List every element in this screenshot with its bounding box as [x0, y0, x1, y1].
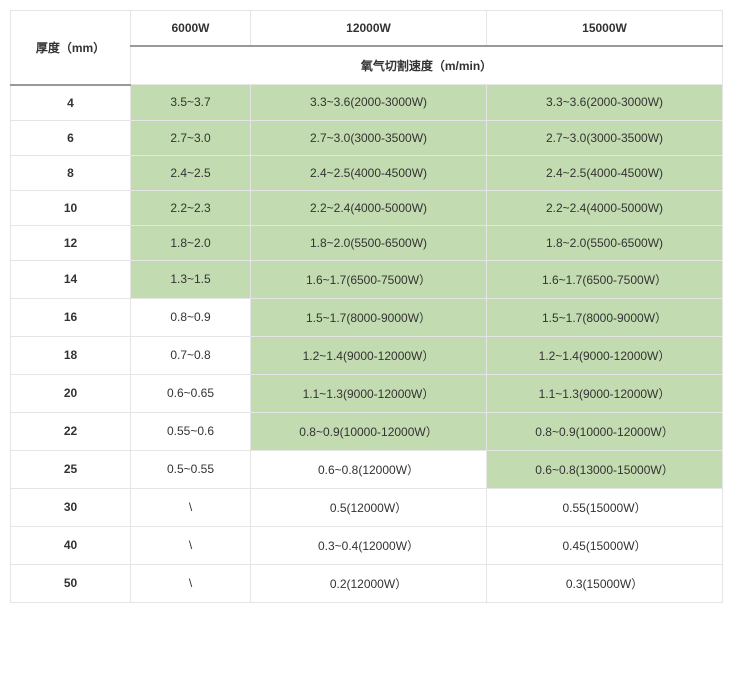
thickness-cell: 40	[11, 526, 131, 564]
speed-cell: 1.1~1.3(9000-12000W）	[487, 374, 723, 412]
power-header-12000: 12000W	[251, 11, 487, 47]
power-header-row: 厚度（mm） 6000W 12000W 15000W	[11, 11, 723, 47]
power-header-6000: 6000W	[131, 11, 251, 47]
speed-cell: \	[131, 564, 251, 602]
thickness-cell: 16	[11, 298, 131, 336]
speed-cell: 2.7~3.0	[131, 120, 251, 155]
speed-cell: 3.3~3.6(2000-3000W)	[251, 85, 487, 121]
table-row: 141.3~1.51.6~1.7(6500-7500W）1.6~1.7(6500…	[11, 260, 723, 298]
thickness-cell: 22	[11, 412, 131, 450]
speed-cell: \	[131, 526, 251, 564]
table-body: 43.5~3.73.3~3.6(2000-3000W)3.3~3.6(2000-…	[11, 85, 723, 603]
speed-cell: 1.2~1.4(9000-12000W）	[251, 336, 487, 374]
speed-cell: 0.8~0.9(10000-12000W）	[251, 412, 487, 450]
table-row: 62.7~3.02.7~3.0(3000-3500W)2.7~3.0(3000-…	[11, 120, 723, 155]
speed-cell: 2.2~2.4(4000-5000W)	[251, 190, 487, 225]
table-row: 30\0.5(12000W）0.55(15000W）	[11, 488, 723, 526]
speed-cell: \	[131, 488, 251, 526]
speed-cell: 2.2~2.4(4000-5000W)	[487, 190, 723, 225]
speed-cell: 0.6~0.8(12000W）	[251, 450, 487, 488]
speed-cell: 0.5~0.55	[131, 450, 251, 488]
speed-cell: 2.4~2.5	[131, 155, 251, 190]
speed-cell: 1.6~1.7(6500-7500W）	[251, 260, 487, 298]
speed-cell: 2.4~2.5(4000-4500W)	[251, 155, 487, 190]
speed-cell: 3.3~3.6(2000-3000W)	[487, 85, 723, 121]
thickness-cell: 50	[11, 564, 131, 602]
thickness-cell: 10	[11, 190, 131, 225]
thickness-cell: 18	[11, 336, 131, 374]
thickness-cell: 8	[11, 155, 131, 190]
speed-cell: 1.8~2.0	[131, 225, 251, 260]
thickness-cell: 20	[11, 374, 131, 412]
speed-cell: 0.6~0.65	[131, 374, 251, 412]
speed-cell: 2.2~2.3	[131, 190, 251, 225]
thickness-cell: 12	[11, 225, 131, 260]
speed-cell: 0.7~0.8	[131, 336, 251, 374]
table-row: 160.8~0.91.5~1.7(8000-9000W）1.5~1.7(8000…	[11, 298, 723, 336]
section-header: 氧气切割速度（m/min）	[131, 46, 723, 85]
thickness-cell: 25	[11, 450, 131, 488]
speed-cell: 0.3~0.4(12000W）	[251, 526, 487, 564]
table-row: 250.5~0.550.6~0.8(12000W）0.6~0.8(13000-1…	[11, 450, 723, 488]
speed-cell: 1.5~1.7(8000-9000W）	[487, 298, 723, 336]
speed-cell: 0.8~0.9	[131, 298, 251, 336]
table-row: 82.4~2.52.4~2.5(4000-4500W)2.4~2.5(4000-…	[11, 155, 723, 190]
power-header-15000: 15000W	[487, 11, 723, 47]
table-row: 121.8~2.01.8~2.0(5500-6500W)1.8~2.0(5500…	[11, 225, 723, 260]
speed-cell: 2.7~3.0(3000-3500W)	[487, 120, 723, 155]
speed-cell: 0.55(15000W）	[487, 488, 723, 526]
speed-cell: 1.3~1.5	[131, 260, 251, 298]
thickness-header: 厚度（mm）	[11, 11, 131, 85]
speed-cell: 0.8~0.9(10000-12000W）	[487, 412, 723, 450]
speed-cell: 0.6~0.8(13000-15000W）	[487, 450, 723, 488]
speed-cell: 2.4~2.5(4000-4500W)	[487, 155, 723, 190]
speed-cell: 0.55~0.6	[131, 412, 251, 450]
speed-cell: 0.2(12000W）	[251, 564, 487, 602]
table-row: 40\0.3~0.4(12000W）0.45(15000W）	[11, 526, 723, 564]
speed-cell: 3.5~3.7	[131, 85, 251, 121]
speed-cell: 1.1~1.3(9000-12000W）	[251, 374, 487, 412]
thickness-cell: 14	[11, 260, 131, 298]
table-row: 220.55~0.60.8~0.9(10000-12000W）0.8~0.9(1…	[11, 412, 723, 450]
speed-cell: 0.5(12000W）	[251, 488, 487, 526]
speed-cell: 2.7~3.0(3000-3500W)	[251, 120, 487, 155]
speed-cell: 1.5~1.7(8000-9000W）	[251, 298, 487, 336]
speed-cell: 0.3(15000W）	[487, 564, 723, 602]
thickness-cell: 4	[11, 85, 131, 121]
speed-cell: 1.8~2.0(5500-6500W)	[251, 225, 487, 260]
thickness-cell: 6	[11, 120, 131, 155]
speed-cell: 1.8~2.0(5500-6500W)	[487, 225, 723, 260]
speed-cell: 1.6~1.7(6500-7500W）	[487, 260, 723, 298]
table-row: 180.7~0.81.2~1.4(9000-12000W）1.2~1.4(900…	[11, 336, 723, 374]
table-row: 102.2~2.32.2~2.4(4000-5000W)2.2~2.4(4000…	[11, 190, 723, 225]
table-row: 200.6~0.651.1~1.3(9000-12000W）1.1~1.3(90…	[11, 374, 723, 412]
thickness-cell: 30	[11, 488, 131, 526]
table-row: 50\0.2(12000W）0.3(15000W）	[11, 564, 723, 602]
cutting-speed-table: 厚度（mm） 6000W 12000W 15000W 氧气切割速度（m/min）…	[10, 10, 723, 603]
speed-cell: 0.45(15000W）	[487, 526, 723, 564]
speed-cell: 1.2~1.4(9000-12000W）	[487, 336, 723, 374]
table-row: 43.5~3.73.3~3.6(2000-3000W)3.3~3.6(2000-…	[11, 85, 723, 121]
